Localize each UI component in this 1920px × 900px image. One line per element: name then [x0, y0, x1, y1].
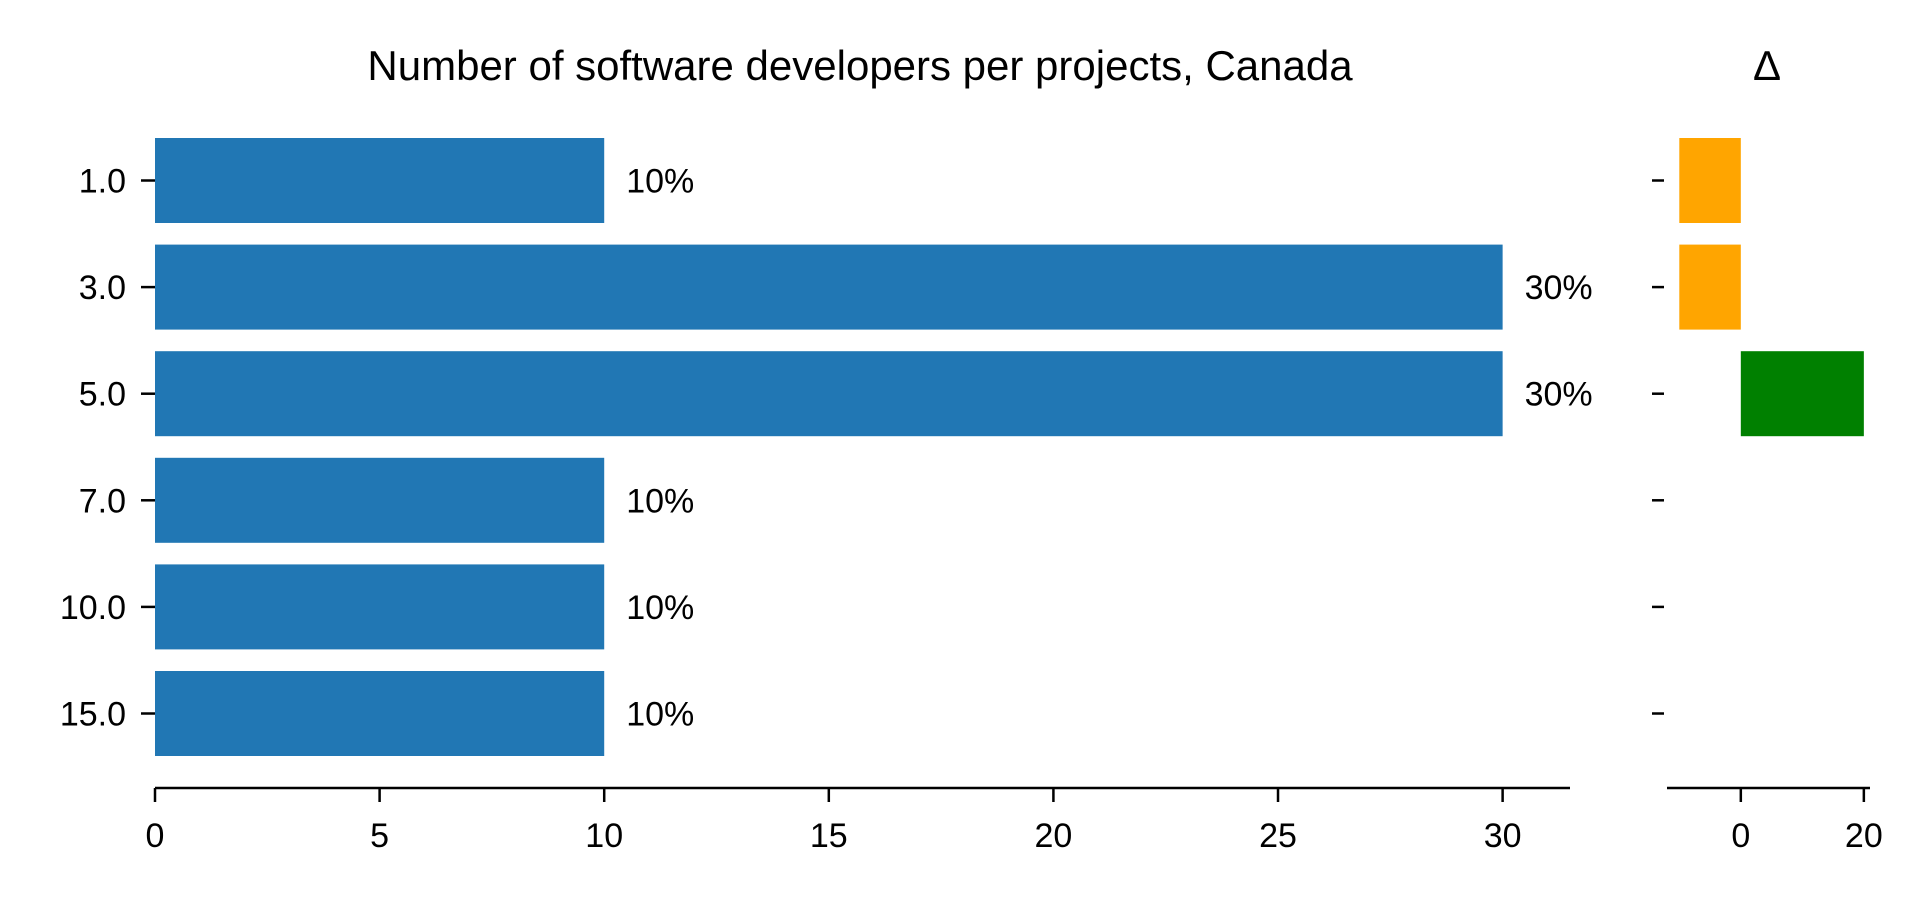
main-y-tick-label: 10.0 [60, 589, 126, 627]
main-bar-data-label: 10% [626, 696, 694, 734]
delta-y-axis [1652, 179, 1664, 715]
main-bar [155, 457, 605, 543]
main-x-tick-label: 20 [1034, 817, 1072, 855]
main-x-axis: 0 5 10 15 20 25 30 [146, 786, 1570, 855]
main-bar [155, 351, 1503, 437]
main-bar-data-label: 10% [626, 163, 694, 201]
main-bar [155, 564, 605, 650]
main-y-tick-label: 1.0 [79, 163, 126, 201]
main-x-tick-label: 0 [146, 817, 165, 855]
delta-x-tick-label: 0 [1731, 817, 1750, 855]
main-bar [155, 138, 605, 223]
main-x-tick-label: 5 [370, 817, 389, 855]
main-bar [155, 671, 605, 756]
delta-chart-panel: Δ 0 20 [1652, 42, 1883, 855]
delta-bar [1679, 138, 1741, 223]
main-y-tick-label: 5.0 [79, 376, 126, 414]
main-bar-data-label: 10% [626, 482, 694, 520]
main-bar-data-label: 30% [1525, 376, 1593, 414]
main-x-tick-label: 15 [810, 817, 848, 855]
main-x-tick-label: 25 [1259, 817, 1297, 855]
main-bar-data-label: 10% [626, 589, 694, 627]
main-bars-group [155, 138, 1503, 756]
main-y-tick-label: 15.0 [60, 696, 126, 734]
main-bar-data-label: 30% [1525, 269, 1593, 307]
main-y-axis: 1.0 3.0 5.0 7.0 10.0 15.0 [60, 163, 155, 734]
delta-chart-title: Δ [1753, 42, 1781, 89]
delta-bar [1679, 244, 1741, 330]
main-chart-title: Number of software developers per projec… [367, 42, 1353, 89]
delta-x-tick-label: 20 [1845, 817, 1883, 855]
main-x-tick-label: 30 [1484, 817, 1522, 855]
delta-x-axis: 0 20 [1667, 786, 1883, 855]
main-chart-panel: Number of software developers per projec… [60, 42, 1593, 855]
main-data-labels-group: 10% 30% 30% 10% 10% 10% [626, 163, 1592, 734]
main-x-tick-label: 10 [585, 817, 623, 855]
main-bar [155, 244, 1503, 330]
delta-bars-group [1679, 138, 1864, 437]
delta-bar [1740, 351, 1864, 437]
main-y-tick-label: 3.0 [79, 269, 126, 307]
main-y-tick-label: 7.0 [79, 482, 126, 520]
